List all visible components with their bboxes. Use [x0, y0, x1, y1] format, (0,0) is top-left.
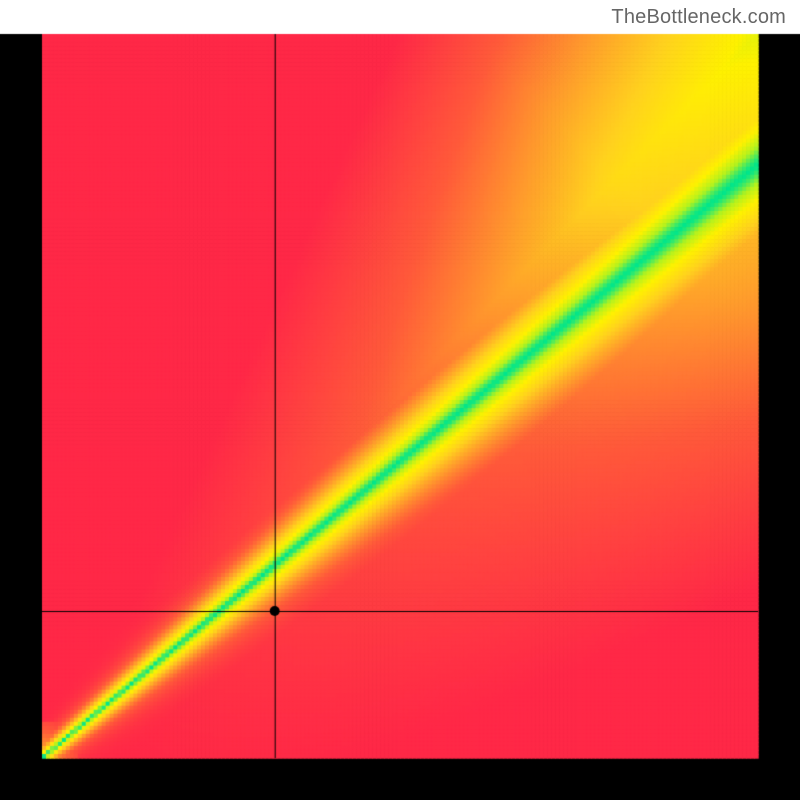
chart-container: TheBottleneck.com [0, 0, 800, 800]
watermark-label: TheBottleneck.com [611, 6, 786, 29]
bottleneck-heatmap [0, 0, 800, 800]
